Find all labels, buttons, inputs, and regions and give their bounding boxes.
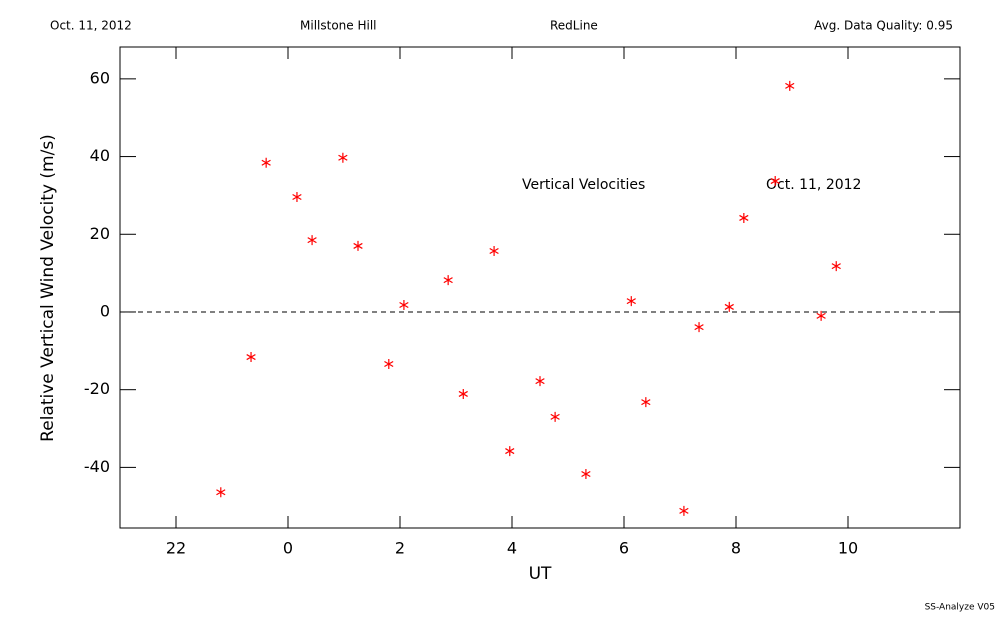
point bbox=[505, 446, 515, 457]
x-tick-label: 2 bbox=[395, 539, 405, 558]
point bbox=[338, 152, 348, 163]
point bbox=[626, 296, 636, 307]
header-line: RedLine bbox=[550, 19, 598, 33]
point bbox=[307, 235, 317, 246]
header-quality: Avg. Data Quality: 0.95 bbox=[814, 19, 953, 33]
y-tick-label: -40 bbox=[84, 457, 110, 476]
x-tick-label: 10 bbox=[838, 539, 858, 558]
point bbox=[535, 376, 545, 387]
point bbox=[679, 505, 689, 516]
y-axis-label: Relative Vertical Wind Velocity (m/s) bbox=[38, 134, 58, 442]
x-tick-label: 22 bbox=[166, 539, 186, 558]
y-tick-label: 20 bbox=[90, 224, 110, 243]
x-tick-label: 8 bbox=[731, 539, 741, 558]
header-site: Millstone Hill bbox=[300, 19, 376, 33]
x-axis-label: UT bbox=[529, 564, 552, 584]
point bbox=[384, 359, 394, 370]
plot-frame bbox=[119, 46, 961, 529]
annotation: Vertical Velocities bbox=[522, 177, 645, 193]
y-tick-label: -20 bbox=[84, 379, 110, 398]
point bbox=[458, 388, 468, 399]
point bbox=[489, 245, 499, 256]
point bbox=[770, 176, 780, 187]
annotation: Oct. 11, 2012 bbox=[766, 177, 861, 193]
x-tick-label: 6 bbox=[619, 539, 629, 558]
point bbox=[443, 275, 453, 286]
point bbox=[785, 80, 795, 91]
point bbox=[581, 468, 591, 479]
y-tick-label: 60 bbox=[90, 68, 110, 87]
point bbox=[641, 397, 651, 408]
point bbox=[694, 322, 704, 333]
point bbox=[724, 301, 734, 312]
y-tick-label: 40 bbox=[90, 146, 110, 165]
x-tick-label: 4 bbox=[507, 539, 517, 558]
point bbox=[292, 191, 302, 202]
point bbox=[261, 157, 271, 168]
point bbox=[399, 299, 409, 310]
header-date: Oct. 11, 2012 bbox=[50, 19, 132, 33]
footer: SS-Analyze V05 bbox=[925, 603, 995, 613]
point bbox=[739, 212, 749, 223]
point bbox=[550, 411, 560, 422]
point bbox=[816, 310, 826, 321]
point bbox=[353, 240, 363, 251]
x-tick-label: 0 bbox=[283, 539, 293, 558]
point bbox=[831, 261, 841, 272]
point bbox=[216, 487, 226, 498]
point bbox=[246, 352, 256, 363]
y-tick-label: 0 bbox=[100, 301, 110, 320]
